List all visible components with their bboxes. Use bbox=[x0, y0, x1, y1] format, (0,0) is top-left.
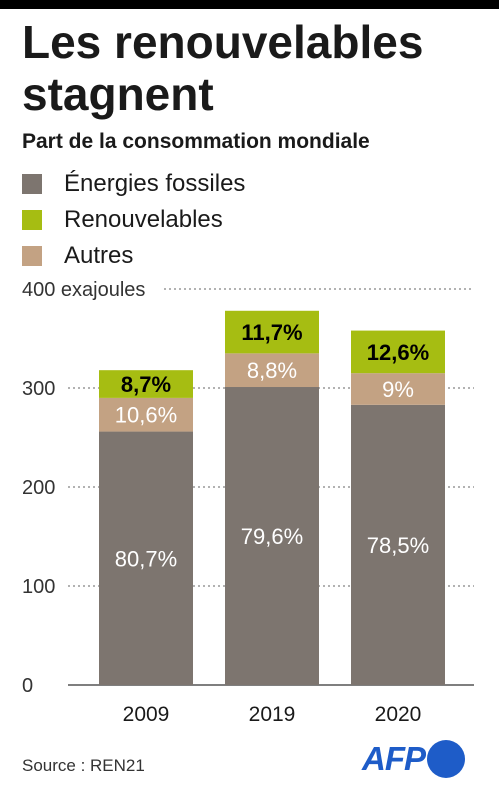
legend-swatch-fossiles bbox=[22, 174, 42, 194]
legend-item-renouvelables: Renouvelables bbox=[22, 202, 245, 238]
x-tick-label: 2020 bbox=[375, 703, 422, 726]
top-bar bbox=[0, 0, 499, 9]
bar-segment bbox=[351, 373, 445, 405]
y-tick-label: 200 bbox=[22, 477, 55, 499]
chart-subtitle: Part de la consommation mondiale bbox=[22, 130, 370, 153]
bar-segment bbox=[351, 404, 445, 685]
legend-label-autres: Autres bbox=[64, 242, 134, 269]
legend-label-fossiles: Énergies fossiles bbox=[64, 170, 246, 197]
bar-segment bbox=[99, 431, 193, 685]
source-note: Source : REN21 bbox=[22, 756, 145, 775]
chart-title: Les renouvelables stagnent bbox=[22, 16, 424, 120]
y-tick-label: 400 exajoules bbox=[22, 279, 145, 301]
x-tick-label: 2019 bbox=[249, 703, 296, 726]
legend: Énergies fossiles Renouvelables Autres bbox=[22, 166, 245, 274]
legend-label-renouvelables: Renouvelables bbox=[64, 206, 223, 233]
bar-segment bbox=[351, 330, 445, 374]
data-label: 9% bbox=[382, 377, 414, 402]
y-tick-label: 300 bbox=[22, 378, 55, 400]
data-label: 8,7% bbox=[121, 372, 171, 397]
legend-swatch-renouvelables bbox=[22, 210, 42, 230]
bar-segment bbox=[225, 310, 319, 354]
legend-item-autres: Autres bbox=[22, 238, 245, 274]
x-tick-label: 2009 bbox=[123, 703, 170, 726]
data-label: 10,6% bbox=[115, 403, 177, 428]
bar-segment bbox=[99, 397, 193, 432]
data-label: 78,5% bbox=[367, 533, 429, 558]
y-tick-label: 0 bbox=[22, 675, 33, 697]
data-label: 79,6% bbox=[241, 524, 303, 549]
data-label: 80,7% bbox=[115, 546, 177, 571]
afp-logo-dot bbox=[427, 740, 465, 778]
bar-segment bbox=[225, 353, 319, 388]
legend-item-fossiles: Énergies fossiles bbox=[22, 166, 245, 202]
y-tick-label: 100 bbox=[22, 576, 55, 598]
legend-swatch-autres bbox=[22, 246, 42, 266]
bar-segment bbox=[99, 370, 193, 398]
data-label: 11,7% bbox=[241, 320, 302, 345]
afp-logo-text: AFP bbox=[362, 740, 426, 777]
afp-logo: AFP bbox=[362, 740, 465, 778]
data-label: 8,8% bbox=[247, 358, 297, 383]
data-label: 12,6% bbox=[367, 340, 429, 365]
stacked-bar-chart: 0 100 200 300 400 exajoules 80,7% 10,6% 8,7% 200… bbox=[22, 279, 474, 726]
bar-segment bbox=[225, 387, 319, 685]
